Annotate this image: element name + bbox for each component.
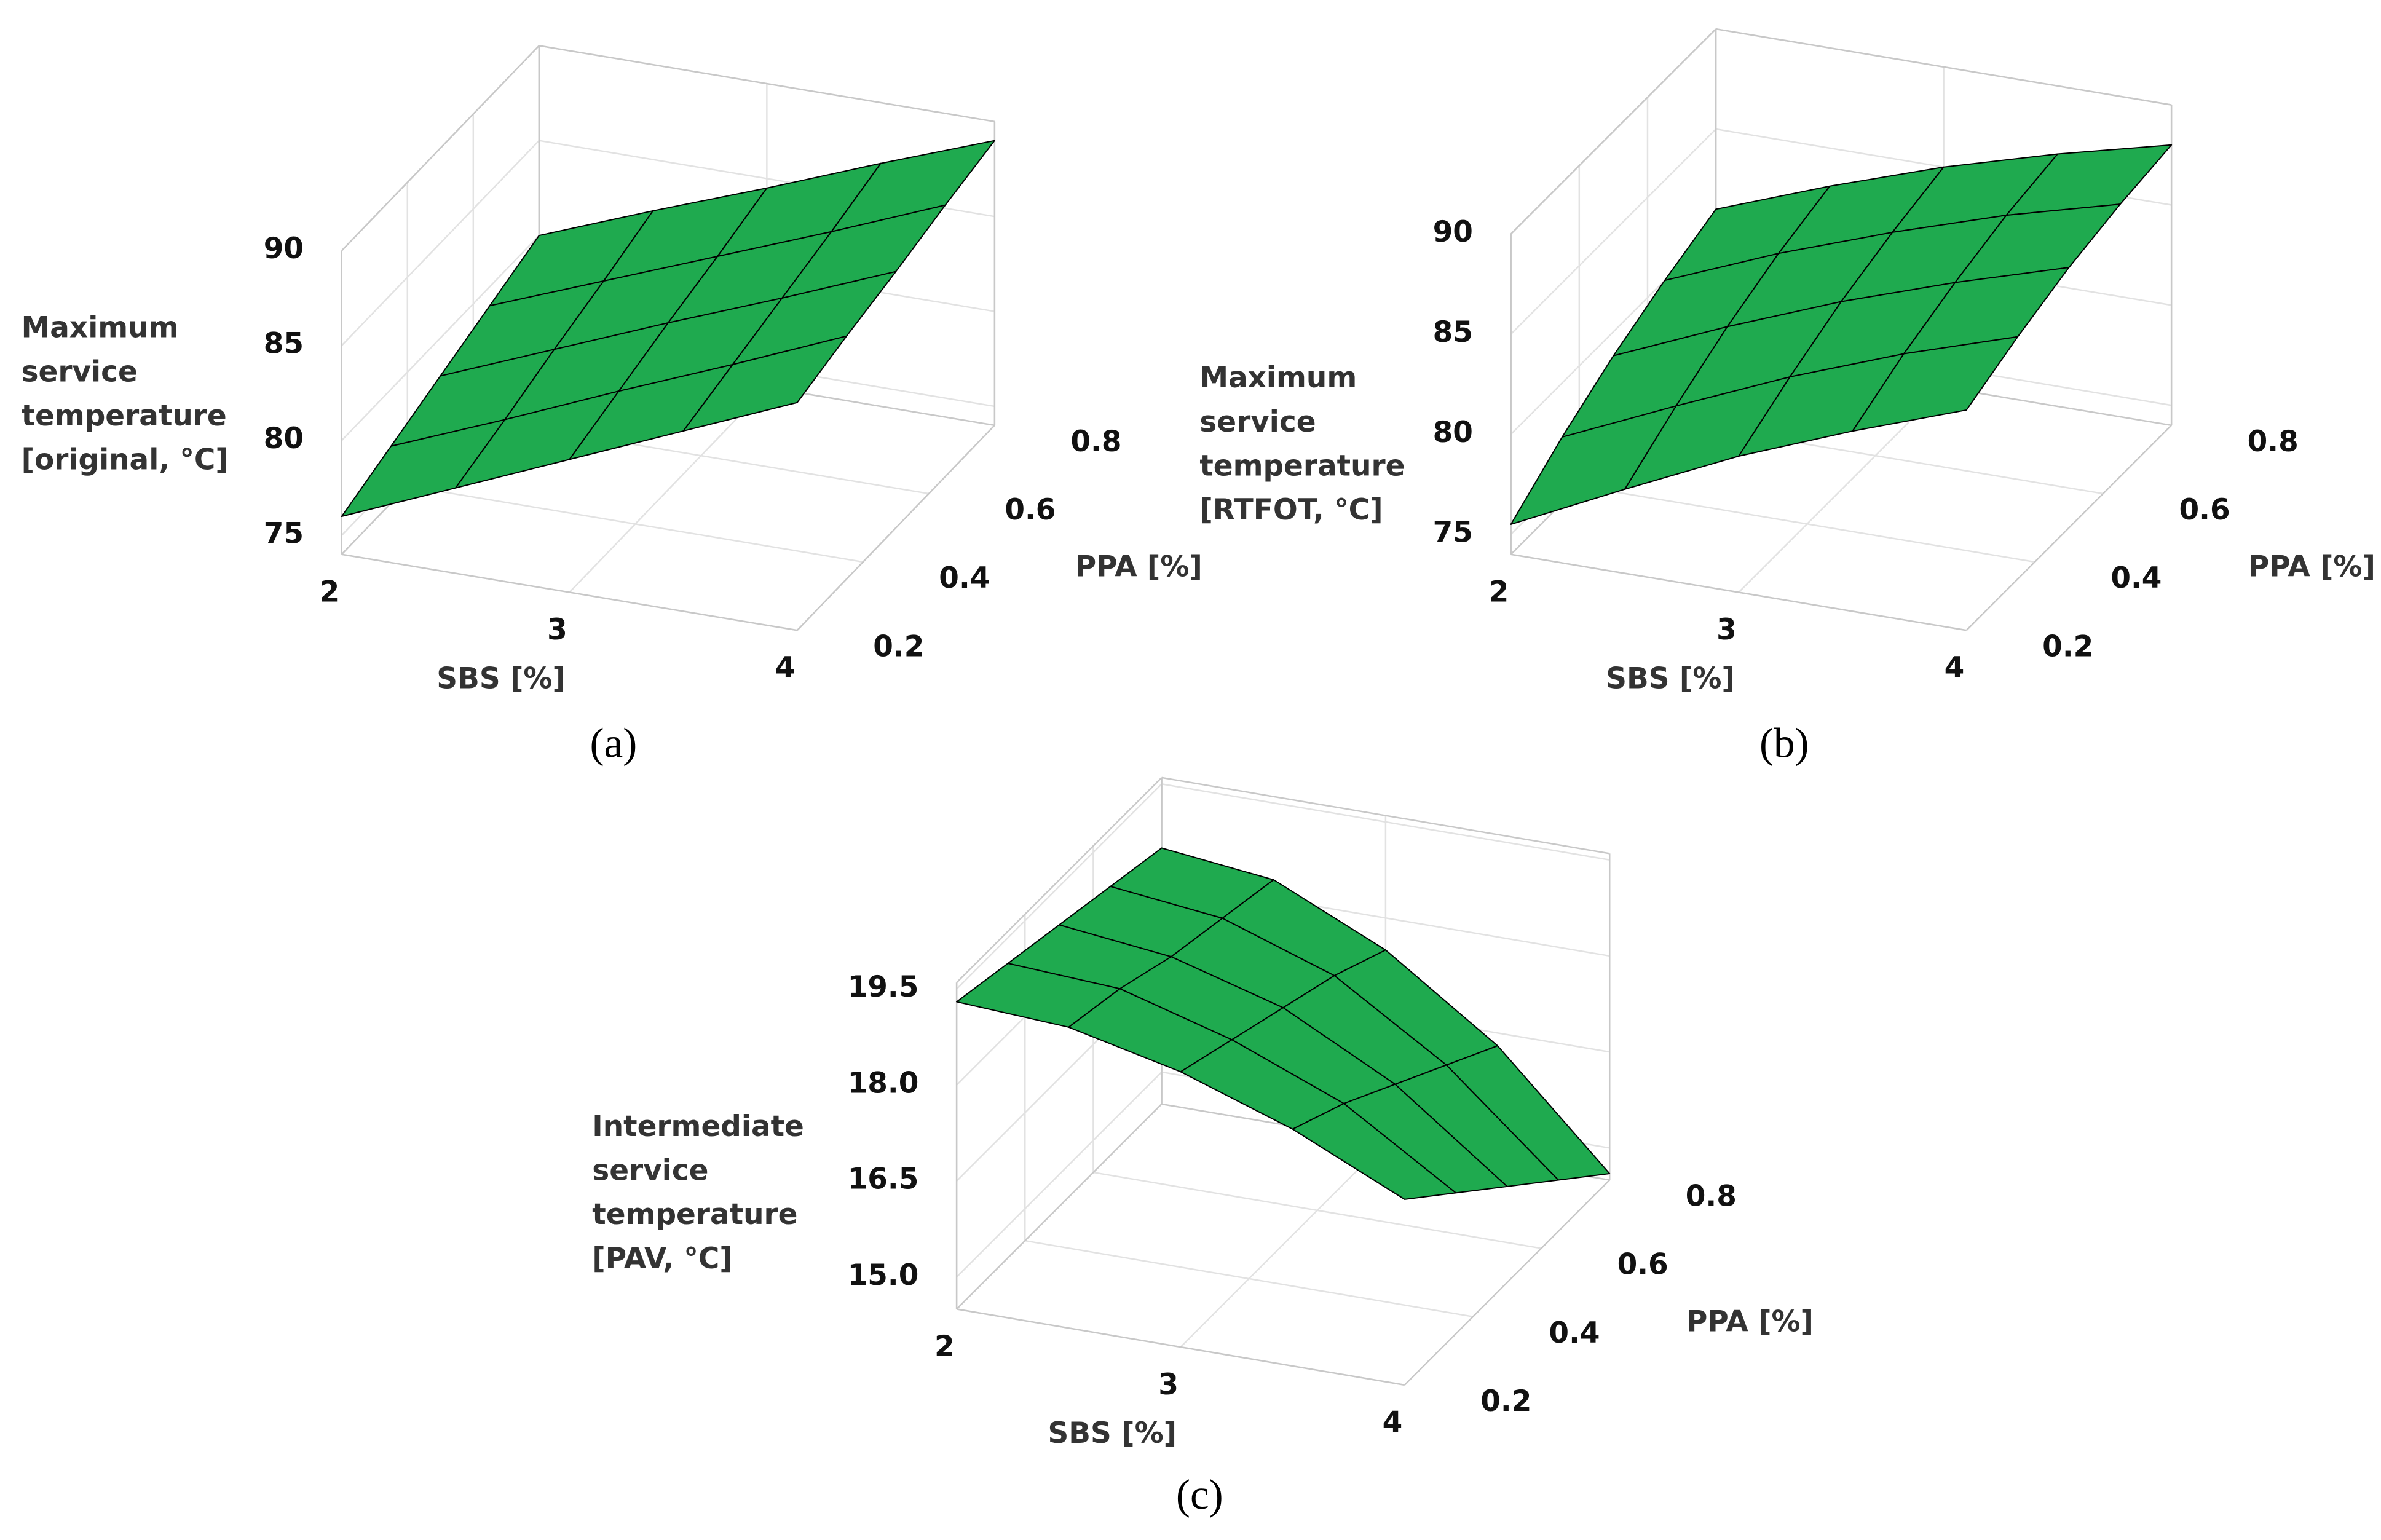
- caption: (a): [590, 719, 638, 766]
- z-axis-label: service: [22, 355, 138, 389]
- x-axis-label: SBS [%]: [1048, 1416, 1177, 1450]
- grid-line: [407, 485, 864, 563]
- axis-box: [1715, 28, 2172, 106]
- grid-line: [1093, 1171, 1542, 1249]
- surface-patch: [682, 335, 848, 432]
- y-tick-label: 0.8: [1070, 425, 1121, 459]
- x-axis-label: SBS [%]: [1606, 661, 1735, 695]
- axis-box: [956, 776, 1163, 984]
- grid-line: [1738, 387, 1945, 593]
- z-axis-label: Maximum: [22, 311, 179, 345]
- surface-chart: 75 80 85 90 2 3 4 0.2 0.4 0.6 0.8 SBS [%] PPA [%] Max…: [1199, 28, 2375, 766]
- surface-chart: 75 80 85 90 2 3 4 0.2 0.4 0.6 0.8 SBS [%] PPA [%] Max…: [22, 45, 1202, 766]
- surface-patch: [1852, 336, 2019, 432]
- axis-box: [341, 553, 797, 631]
- grid-line: [1161, 783, 1610, 861]
- z-tick-label: 85: [264, 327, 304, 361]
- axis-box: [1404, 1179, 1611, 1386]
- x-tick-label: 4: [1945, 651, 1965, 685]
- axis-box: [1510, 553, 1967, 631]
- z-tick-label: 75: [264, 516, 304, 550]
- z-axis-label: [RTFOT, °C]: [1199, 493, 1383, 527]
- grid-line: [956, 1071, 1163, 1278]
- y-tick-label: 0.2: [873, 630, 924, 663]
- z-axis-label: service: [1199, 405, 1316, 439]
- y-tick-label: 0.6: [2179, 493, 2230, 527]
- x-axis-label: SBS [%]: [436, 661, 566, 695]
- grid-line: [1579, 485, 2035, 563]
- z-tick-label: 80: [264, 422, 304, 456]
- z-axis-label: service: [592, 1154, 708, 1188]
- z-tick-label: 90: [264, 232, 304, 266]
- axis-box: [796, 424, 995, 631]
- y-tick-label: 0.6: [1617, 1248, 1668, 1282]
- z-axis-label: temperature: [592, 1198, 797, 1231]
- grid-line: [569, 387, 768, 593]
- z-tick-label: 90: [1433, 215, 1473, 249]
- z-tick-label: 19.5: [848, 970, 919, 1004]
- x-tick-label: 3: [547, 613, 567, 647]
- grid-line: [1510, 128, 1717, 335]
- y-tick-label: 0.4: [1549, 1316, 1600, 1350]
- grid-line: [956, 783, 1163, 990]
- y-tick-label: 0.2: [2042, 630, 2093, 663]
- grid-line: [1180, 1141, 1386, 1348]
- axis-box: [1510, 28, 1717, 235]
- z-tick-label: 75: [1433, 516, 1473, 550]
- z-axis-label: [original, °C]: [22, 443, 229, 477]
- axis-box: [956, 1308, 1405, 1386]
- y-tick-label: 0.4: [2111, 561, 2162, 595]
- x-tick-label: 4: [1383, 1406, 1403, 1440]
- caption: (c): [1176, 1471, 1223, 1518]
- axis-box: [539, 45, 995, 123]
- surface-patch: [1292, 1103, 1457, 1200]
- y-tick-label: 0.8: [1686, 1180, 1737, 1214]
- z-axis-label: temperature: [1199, 449, 1405, 483]
- x-tick-label: 3: [1158, 1368, 1179, 1402]
- y-tick-label: 0.8: [2248, 425, 2299, 459]
- x-tick-label: 3: [1716, 613, 1737, 647]
- z-tick-label: 15.0: [848, 1258, 919, 1292]
- z-axis-label: [PAV, °C]: [592, 1242, 732, 1276]
- z-tick-label: 16.5: [848, 1163, 919, 1196]
- x-tick-label: 2: [934, 1330, 955, 1364]
- caption: (b): [1759, 719, 1809, 766]
- axis-box: [956, 1104, 1163, 1310]
- z-tick-label: 80: [1433, 416, 1473, 449]
- y-tick-label: 0.2: [1480, 1384, 1531, 1418]
- y-axis-label: PPA [%]: [1075, 550, 1202, 584]
- z-axis-label: Maximum: [1199, 361, 1357, 395]
- axis-box: [341, 45, 540, 251]
- x-tick-label: 2: [320, 575, 340, 609]
- x-tick-label: 4: [775, 651, 796, 685]
- z-tick-label: 18.0: [848, 1066, 919, 1100]
- y-tick-label: 0.4: [939, 561, 990, 595]
- y-axis-label: PPA [%]: [1686, 1305, 1814, 1338]
- z-axis-label: Intermediate: [592, 1110, 804, 1143]
- axis-box: [1965, 424, 2173, 631]
- surface-chart: 15.0 16.5 18.0 19.5 2 3 4 0.2 0.4 0.6 0.8 SBS [%] PP…: [592, 776, 1814, 1518]
- grid-line: [341, 140, 540, 346]
- z-axis-label: temperature: [22, 399, 227, 433]
- x-tick-label: 2: [1489, 575, 1509, 609]
- z-tick-label: 85: [1433, 315, 1473, 349]
- y-tick-label: 0.6: [1005, 493, 1056, 527]
- grid-line: [1025, 1239, 1474, 1317]
- axis-box: [1161, 776, 1610, 855]
- y-axis-label: PPA [%]: [2248, 550, 2375, 584]
- grid-line: [341, 235, 540, 441]
